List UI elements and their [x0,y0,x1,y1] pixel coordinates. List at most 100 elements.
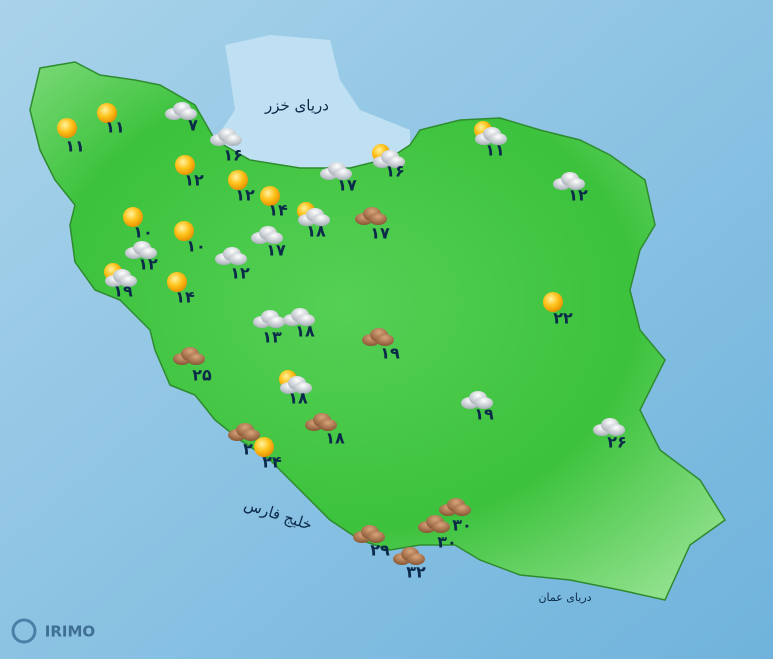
temperature-label: ۷ [188,116,198,135]
cloud-part [319,419,337,431]
sun [123,207,143,227]
temperature-label: ۱۳ [262,328,282,347]
station: ۱۸ [305,413,345,448]
temperature-label: ۳۰ [437,533,457,552]
sea-label: دریای عمان [538,591,591,604]
temperature-label: ۲۵ [192,366,212,385]
cloud-part [119,275,137,287]
station: ۲۵ [173,347,212,385]
sun [254,437,274,457]
station: ۱۷ [320,162,357,195]
temperature-label: ۲ [243,440,253,459]
station: ۱۹ [461,391,494,424]
cloud-part [369,213,387,225]
temperature-label: ۱۶ [223,146,243,165]
caspian-sea [215,35,410,168]
cloud-part [229,253,247,265]
temperature-label: ۱۴ [268,201,288,220]
cloud-part [242,429,260,441]
station: ۱۶ [210,128,243,165]
station: ۳۰ [439,498,472,535]
stations: ۱۱ ۱۱ ۷ ۱۶ ۱۲ ۱۲ ۱۴ ۱۸ ۱۷ ۱۶ ۱۷ ۱۱ ۱۲ ۱۰ ۱۰ ۱۲ ۱۷ ۱۲ ۱۹ ۱۴ ۱… [57,102,627,582]
cloud-part [367,531,385,543]
temperature-label: ۱۹ [474,405,494,424]
temperature-label: ۳۲ [406,563,426,582]
cloud-part [187,353,205,365]
station: ۱۲ [553,172,588,205]
station: ۱۸ [279,370,312,408]
station: ۲۲ [543,292,573,328]
cloud-part [297,314,315,326]
temperature-label: ۱۱ [65,137,85,156]
station: ۱۰ [174,221,206,256]
temperature-label: ۱۱ [105,118,125,137]
sun [175,155,195,175]
temperature-label: ۲۲ [553,309,573,328]
cloud-part [334,168,352,180]
temperature-label: ۱۸ [288,389,308,408]
temperature-label: ۲۹ [370,541,390,560]
sun [57,118,77,138]
cloud-part [567,178,585,190]
temperature-label: ۱۲ [138,255,158,274]
station: ۱۴ [167,272,195,307]
station: ۱۴ [260,186,288,220]
sun [260,186,280,206]
station: ۲۴ [254,437,282,472]
sun [167,272,187,292]
temperature-label: ۱۸ [295,322,315,341]
station: ۳۰ [418,515,457,552]
station: ۱۹ [104,263,137,301]
cloud-part [489,133,507,145]
temperature-label: ۱۴ [175,288,195,307]
station: ۱۲ [228,170,255,205]
temperature-label: ۱۸ [325,429,345,448]
station: ۱۲ [125,241,158,274]
cloud-part [432,521,450,533]
logo-icon [11,618,37,644]
station: ۱۲ [215,247,250,283]
station: ۱۷ [355,207,390,243]
sea-label: دریای خزر [264,97,329,115]
cloud-part [265,232,283,244]
cloud-part [376,334,394,346]
temperature-label: ۱۰ [186,237,206,256]
logo-text: IRIMO [45,623,95,641]
cloud-part [312,214,330,226]
sun [174,221,194,241]
temperature-label: ۱۲ [230,264,250,283]
cloud-part [475,397,493,409]
temperature-label: ۳۰ [452,516,472,535]
station: ۱۱ [97,103,125,137]
temperature-label: ۱۹ [380,344,400,363]
station: ۱۸ [283,308,315,341]
station: ۱۷ [251,226,286,260]
sun [228,170,248,190]
station: ۳۲ [393,547,426,582]
station: ۷ [165,102,198,135]
temperature-label: ۲۴ [262,453,282,472]
cloud-part [607,424,625,436]
temperature-label: ۱۶ [385,162,405,181]
cloud-part [407,553,425,565]
temperature-label: ۱۲ [235,186,255,205]
temperature-label: ۱۲ [568,186,588,205]
station: ۱۳ [253,310,285,347]
station: ۱۶ [372,144,405,181]
station: ۲۹ [353,525,390,560]
station: ۱۰ [123,207,153,242]
station: ۱۸ [297,202,330,241]
station: ۲ [228,423,260,459]
temperature-label: ۱۷ [370,224,390,243]
cloud-part [387,156,405,168]
station: ۱۱ [57,118,85,156]
cloud-part [139,247,157,259]
sun [543,292,563,312]
station: ۱۲ [175,155,204,190]
temperature-label: ۲۶ [607,433,627,452]
station: ۱۱ [474,121,507,160]
temperature-label: ۱۱ [485,141,505,160]
cloud-part [224,134,242,146]
temperature-label: ۱۰ [133,223,153,242]
